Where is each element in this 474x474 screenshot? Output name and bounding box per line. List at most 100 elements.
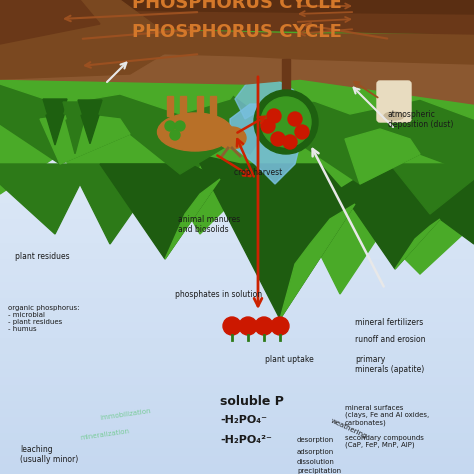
Bar — [0, 189, 474, 198]
Bar — [0, 109, 474, 118]
Text: animal manures
and biosolids: animal manures and biosolids — [178, 215, 240, 235]
Bar — [0, 55, 474, 63]
Text: crop harvest: crop harvest — [234, 168, 282, 177]
Text: primary
minerals (apatite): primary minerals (apatite) — [355, 355, 424, 374]
Polygon shape — [46, 115, 64, 145]
Circle shape — [223, 317, 241, 335]
Text: weathering: weathering — [330, 418, 368, 440]
Bar — [0, 181, 474, 190]
Bar — [0, 126, 474, 134]
Circle shape — [271, 132, 285, 146]
Ellipse shape — [157, 113, 233, 151]
Text: precipitation: precipitation — [297, 468, 341, 474]
Bar — [0, 86, 474, 95]
Text: secondary compounds
(CaP, FeP, MnP, AlP): secondary compounds (CaP, FeP, MnP, AlP) — [345, 435, 424, 448]
Bar — [0, 378, 474, 387]
Bar — [0, 149, 474, 158]
Circle shape — [261, 97, 311, 147]
Polygon shape — [0, 0, 180, 79]
Bar — [0, 457, 474, 466]
Text: mineral fertilizers: mineral fertilizers — [355, 318, 423, 327]
Text: leaching
(usually minor): leaching (usually minor) — [20, 445, 78, 465]
Circle shape — [267, 109, 281, 123]
Bar — [0, 268, 474, 276]
Text: soluble P: soluble P — [220, 395, 284, 408]
Bar — [0, 292, 474, 300]
Bar — [0, 465, 474, 474]
Polygon shape — [0, 74, 270, 174]
Text: runoff and erosion: runoff and erosion — [355, 335, 426, 344]
Circle shape — [295, 125, 309, 139]
Text: dissolution: dissolution — [297, 459, 335, 465]
Bar — [0, 283, 474, 292]
Circle shape — [175, 121, 185, 131]
Bar — [0, 236, 474, 245]
Bar — [0, 386, 474, 395]
Bar — [0, 355, 474, 364]
Circle shape — [239, 317, 257, 335]
Polygon shape — [395, 219, 440, 269]
Bar — [0, 244, 474, 253]
Bar — [0, 70, 474, 79]
Circle shape — [271, 317, 289, 335]
Text: PHOSPHORUS CYCLE: PHOSPHORUS CYCLE — [132, 23, 342, 41]
Text: desorption: desorption — [297, 437, 334, 443]
Bar — [0, 31, 474, 39]
Bar — [0, 307, 474, 316]
Bar — [0, 15, 474, 24]
Text: immobilization: immobilization — [100, 408, 152, 421]
Polygon shape — [165, 179, 220, 259]
Ellipse shape — [384, 112, 404, 120]
Bar — [0, 102, 474, 110]
Bar — [0, 23, 474, 32]
Circle shape — [170, 130, 180, 140]
Polygon shape — [345, 129, 420, 184]
Polygon shape — [0, 0, 474, 14]
Bar — [0, 228, 474, 237]
Polygon shape — [63, 102, 87, 147]
Polygon shape — [0, 26, 474, 64]
Bar — [0, 220, 474, 229]
Polygon shape — [340, 164, 474, 269]
Polygon shape — [0, 44, 245, 114]
Bar — [0, 133, 474, 142]
Polygon shape — [0, 9, 474, 34]
Polygon shape — [0, 164, 200, 244]
Bar — [0, 441, 474, 450]
Bar — [0, 426, 474, 435]
Bar — [180, 96, 186, 116]
Bar — [0, 394, 474, 403]
Polygon shape — [390, 164, 474, 214]
Bar — [0, 363, 474, 371]
Bar — [210, 96, 216, 116]
Bar — [0, 141, 474, 150]
Polygon shape — [280, 204, 355, 319]
Circle shape — [288, 112, 302, 126]
Polygon shape — [230, 104, 300, 184]
Bar — [0, 118, 474, 127]
Polygon shape — [78, 100, 102, 138]
Text: plant residues: plant residues — [15, 252, 70, 261]
Bar — [0, 418, 474, 427]
Polygon shape — [100, 164, 220, 259]
Polygon shape — [300, 84, 474, 184]
Circle shape — [283, 135, 297, 149]
Polygon shape — [66, 120, 84, 154]
FancyBboxPatch shape — [377, 81, 411, 122]
Text: atmospheric
deposition (dust): atmospheric deposition (dust) — [388, 110, 453, 129]
Bar — [0, 38, 474, 47]
Bar — [0, 173, 474, 182]
Polygon shape — [0, 0, 100, 44]
Bar — [0, 370, 474, 379]
Bar — [0, 275, 474, 284]
Ellipse shape — [218, 127, 246, 149]
Bar — [0, 94, 474, 103]
Text: mineral surfaces
(clays, Fe and Al oxides,
carbonates): mineral surfaces (clays, Fe and Al oxide… — [345, 405, 429, 426]
Bar — [0, 299, 474, 308]
Bar — [0, 212, 474, 221]
Bar — [0, 260, 474, 269]
Bar — [0, 410, 474, 419]
Bar — [0, 197, 474, 205]
Polygon shape — [0, 0, 474, 294]
Text: PHOSPHORUS CYCLE: PHOSPHORUS CYCLE — [132, 0, 342, 12]
